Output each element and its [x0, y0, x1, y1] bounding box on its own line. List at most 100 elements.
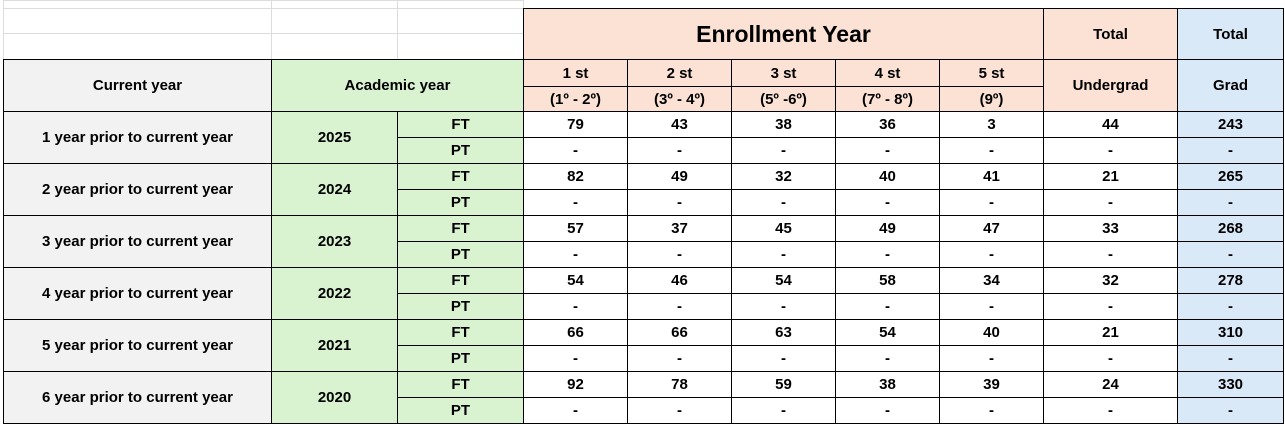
value-cell: 43 [627, 111, 732, 138]
value-cell: 78 [627, 371, 732, 398]
value-cell: - [939, 189, 1044, 216]
value-cell: - [1043, 241, 1178, 268]
value-cell: - [939, 137, 1044, 164]
value-cell: - [627, 137, 732, 164]
value-cell: 310 [1177, 319, 1284, 346]
type-cell: FT [397, 163, 524, 190]
value-cell: 36 [835, 111, 940, 138]
value-cell: 3 [939, 111, 1044, 138]
value-cell: 278 [1177, 267, 1284, 294]
value-cell: - [627, 345, 732, 372]
value-cell: - [523, 397, 628, 424]
value-cell: - [1043, 345, 1178, 372]
value-cell: - [523, 241, 628, 268]
value-cell: - [627, 397, 732, 424]
value-cell: - [523, 293, 628, 320]
value-cell: - [1043, 397, 1178, 424]
type-cell: PT [397, 345, 524, 372]
value-cell: 41 [939, 163, 1044, 190]
value-cell: 58 [835, 267, 940, 294]
value-cell: - [1177, 293, 1284, 320]
value-cell: 54 [835, 319, 940, 346]
value-cell: - [1043, 137, 1178, 164]
empty-cell [271, 33, 398, 60]
value-cell: 49 [627, 163, 732, 190]
value-cell: - [523, 137, 628, 164]
value-cell: - [731, 241, 836, 268]
value-cell: - [835, 345, 940, 372]
value-cell: - [731, 293, 836, 320]
value-cell: 66 [627, 319, 732, 346]
value-cell: - [939, 397, 1044, 424]
year-cell: 2024 [271, 163, 398, 216]
value-cell: 32 [731, 163, 836, 190]
header-cell: (5º -6º) [731, 86, 836, 112]
value-cell: 265 [1177, 163, 1284, 190]
header-cell: 1 st [523, 59, 628, 87]
value-cell: 32 [1043, 267, 1178, 294]
year-cell: 2020 [271, 371, 398, 424]
value-cell: 79 [523, 111, 628, 138]
empty-cell [397, 33, 524, 60]
value-cell: 82 [523, 163, 628, 190]
value-cell: 63 [731, 319, 836, 346]
value-cell: - [1043, 189, 1178, 216]
header-title: Enrollment Year [523, 8, 1044, 60]
value-cell: 46 [627, 267, 732, 294]
empty-cell [3, 33, 272, 60]
type-cell: FT [397, 111, 524, 138]
type-cell: PT [397, 189, 524, 216]
value-cell: 66 [523, 319, 628, 346]
value-cell: - [627, 293, 732, 320]
value-cell: - [939, 293, 1044, 320]
value-cell: 243 [1177, 111, 1284, 138]
value-cell: - [939, 345, 1044, 372]
value-cell: 40 [835, 163, 940, 190]
year-cell: 2023 [271, 215, 398, 268]
row-label: 1 year prior to current year [3, 111, 272, 164]
header-cell: Total [1177, 8, 1284, 60]
type-cell: PT [397, 137, 524, 164]
year-cell: 2025 [271, 111, 398, 164]
value-cell: 24 [1043, 371, 1178, 398]
value-cell: - [627, 241, 732, 268]
value-cell: - [939, 241, 1044, 268]
value-cell: 40 [939, 319, 1044, 346]
value-cell: 54 [731, 267, 836, 294]
row-label: 5 year prior to current year [3, 319, 272, 372]
value-cell: - [1177, 137, 1284, 164]
empty-cell [271, 8, 398, 34]
value-cell: 57 [523, 215, 628, 242]
value-cell: - [731, 137, 836, 164]
value-cell: 38 [731, 111, 836, 138]
value-cell: - [1177, 397, 1284, 424]
empty-cell [3, 8, 272, 34]
header-cell: 4 st [835, 59, 940, 87]
year-cell: 2022 [271, 267, 398, 320]
type-cell: PT [397, 293, 524, 320]
value-cell: - [835, 137, 940, 164]
type-cell: PT [397, 241, 524, 268]
value-cell: - [1043, 293, 1178, 320]
value-cell: - [1177, 345, 1284, 372]
value-cell: 21 [1043, 319, 1178, 346]
value-cell: - [731, 397, 836, 424]
header-cell: Grad [1177, 59, 1284, 112]
value-cell: 54 [523, 267, 628, 294]
type-cell: FT [397, 215, 524, 242]
row-label: 2 year prior to current year [3, 163, 272, 216]
value-cell: 34 [939, 267, 1044, 294]
header-cell: Total [1043, 8, 1178, 60]
value-cell: 37 [627, 215, 732, 242]
header-cell: Undergrad [1043, 59, 1178, 112]
value-cell: 92 [523, 371, 628, 398]
value-cell: - [835, 397, 940, 424]
header-cell: Academic year [271, 59, 524, 112]
value-cell: - [523, 189, 628, 216]
value-cell: 268 [1177, 215, 1284, 242]
header-cell: (1º - 2º) [523, 86, 628, 112]
value-cell: 47 [939, 215, 1044, 242]
value-cell: 44 [1043, 111, 1178, 138]
value-cell: - [731, 189, 836, 216]
header-cell: (3º - 4º) [627, 86, 732, 112]
